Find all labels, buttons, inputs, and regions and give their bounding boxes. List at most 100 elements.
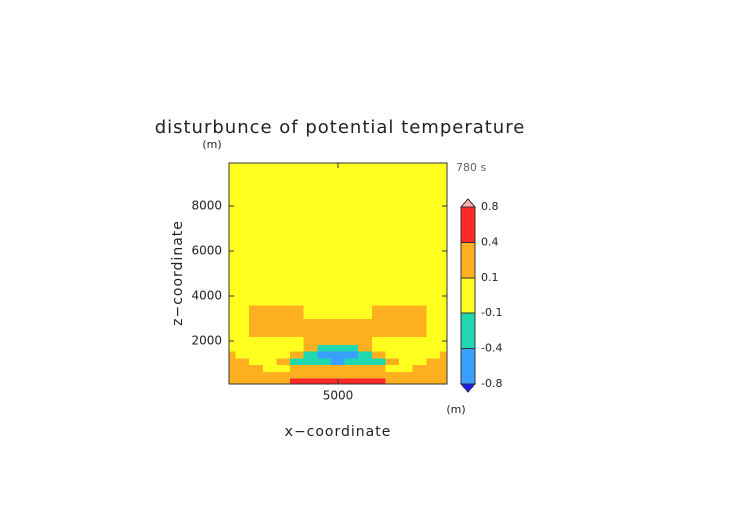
contour-cell bbox=[303, 327, 318, 337]
contour-cell bbox=[317, 378, 332, 385]
contour-cell bbox=[439, 327, 448, 337]
contour-cell bbox=[262, 351, 277, 359]
contour-cell bbox=[262, 371, 277, 379]
contour-cell bbox=[330, 162, 346, 224]
contour-cell bbox=[276, 304, 291, 319]
contour-cell bbox=[399, 351, 414, 359]
contour-cell bbox=[385, 351, 400, 359]
contour-cell bbox=[358, 222, 373, 274]
contour-cell bbox=[439, 364, 448, 372]
contour-cell bbox=[371, 273, 386, 306]
contour-cell bbox=[249, 378, 264, 385]
colorbar-label: -0.4 bbox=[481, 342, 502, 355]
contour-cell bbox=[228, 222, 237, 274]
contour-cell bbox=[344, 357, 359, 366]
contour-cell bbox=[276, 371, 291, 379]
contour-cell bbox=[276, 344, 291, 352]
contour-cell bbox=[439, 318, 448, 328]
contour-cell bbox=[249, 351, 264, 359]
contour-cell bbox=[249, 371, 264, 379]
contour-cell bbox=[290, 304, 305, 319]
contour-field bbox=[228, 162, 448, 385]
colorbar-label: 0.8 bbox=[481, 200, 499, 213]
y-tick-label: 4000 bbox=[191, 289, 222, 303]
contour-cell bbox=[290, 364, 305, 372]
colorbar-band bbox=[460, 348, 476, 385]
colorbar-extend-low bbox=[459, 383, 477, 393]
contour-cell bbox=[317, 336, 332, 345]
contour-cell bbox=[399, 222, 414, 274]
contour-cell bbox=[371, 222, 386, 274]
contour-cell bbox=[228, 371, 237, 379]
contour-cell bbox=[344, 336, 359, 345]
contour-cell bbox=[330, 351, 346, 359]
contour-cell bbox=[371, 162, 386, 224]
contour-cell bbox=[385, 162, 400, 224]
contour-cell bbox=[399, 371, 414, 379]
contour-cell bbox=[344, 327, 359, 337]
contour-cell bbox=[399, 336, 414, 345]
contour-cell bbox=[235, 378, 250, 385]
contour-cell bbox=[385, 371, 400, 379]
contour-cell bbox=[235, 371, 250, 379]
colorbar-band bbox=[460, 242, 476, 279]
contour-cell bbox=[228, 318, 237, 328]
contour-cell bbox=[412, 364, 427, 372]
contour-cell bbox=[344, 162, 359, 224]
colorbar-label: 0.1 bbox=[481, 271, 499, 284]
contour-cell bbox=[317, 357, 332, 366]
contour-cell bbox=[262, 364, 277, 372]
contour-cell bbox=[262, 273, 277, 306]
contour-cell bbox=[439, 371, 448, 379]
x-tick-label: 5000 bbox=[323, 389, 354, 403]
y-tick-label: 6000 bbox=[191, 243, 222, 257]
contour-cell bbox=[235, 327, 250, 337]
y-axis-label: z−coordinate bbox=[170, 220, 186, 326]
contour-cell bbox=[426, 336, 441, 345]
contour-cell bbox=[303, 318, 318, 328]
contour-cell bbox=[412, 222, 427, 274]
contour-cell bbox=[235, 222, 250, 274]
contour-cell bbox=[439, 357, 448, 366]
contour-cell bbox=[344, 364, 359, 372]
contour-cell bbox=[412, 378, 427, 385]
contour-cell bbox=[317, 327, 332, 337]
contour-cell bbox=[262, 304, 277, 319]
contour-cell bbox=[426, 344, 441, 352]
contour-cell bbox=[290, 344, 305, 352]
contour-cell bbox=[344, 344, 359, 352]
contour-cell bbox=[358, 357, 373, 366]
contour-cell bbox=[371, 344, 386, 352]
contour-cell bbox=[439, 304, 448, 319]
contour-cell bbox=[303, 304, 318, 319]
contour-cell bbox=[317, 351, 332, 359]
contour-cell bbox=[439, 162, 448, 224]
contour-cell bbox=[262, 344, 277, 352]
contour-cell bbox=[262, 357, 277, 366]
contour-cell bbox=[358, 371, 373, 379]
contour-cell bbox=[344, 318, 359, 328]
contour-cell bbox=[344, 222, 359, 274]
contour-cell bbox=[249, 357, 264, 366]
contour-cell bbox=[371, 371, 386, 379]
contour-cell bbox=[290, 378, 305, 385]
contour-cell bbox=[358, 304, 373, 319]
contour-cell bbox=[235, 304, 250, 319]
contour-cell bbox=[235, 357, 250, 366]
contour-cell bbox=[439, 344, 448, 352]
contour-cell bbox=[330, 344, 346, 352]
contour-cell bbox=[358, 162, 373, 224]
contour-cell bbox=[303, 357, 318, 366]
contour-cell bbox=[330, 222, 346, 274]
contour-cell bbox=[330, 364, 346, 372]
contour-cell bbox=[228, 364, 237, 372]
contour-cell bbox=[412, 371, 427, 379]
contour-cell bbox=[317, 318, 332, 328]
contour-cell bbox=[290, 336, 305, 345]
contour-cell bbox=[262, 327, 277, 337]
contour-cell bbox=[399, 318, 414, 328]
contour-cell bbox=[344, 351, 359, 359]
contour-cell bbox=[228, 378, 237, 385]
contour-cell bbox=[235, 273, 250, 306]
contour-cell bbox=[399, 364, 414, 372]
